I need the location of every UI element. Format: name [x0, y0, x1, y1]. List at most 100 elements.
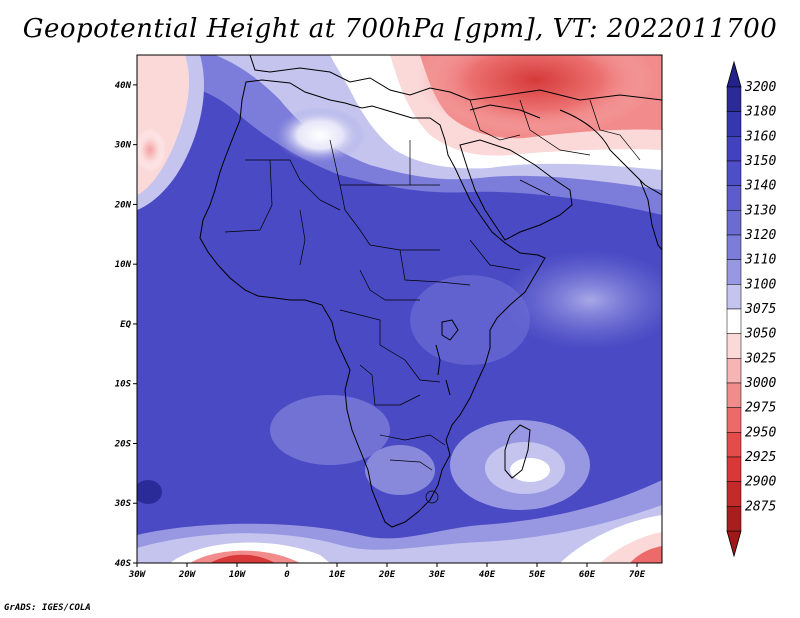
border-5 — [224, 159, 273, 233]
legend-swatch — [726, 136, 742, 162]
legend-swatch — [726, 185, 742, 211]
lon-label: 30E — [428, 570, 446, 580]
border-8 — [399, 249, 471, 286]
plot-frame — [136, 54, 663, 564]
legend-swatch — [726, 407, 742, 433]
border-6 — [299, 209, 306, 266]
legend-bottom-arrow — [726, 530, 742, 558]
height-field — [137, 55, 662, 563]
grads-credit: GrADS: IGES/COLA — [4, 603, 91, 613]
legend-swatch — [726, 259, 742, 285]
legend-swatch — [726, 86, 742, 112]
legend-label: 3130 — [744, 203, 776, 218]
border-13 — [389, 459, 433, 471]
turkey-coast — [469, 104, 541, 119]
legend-swatch — [726, 284, 742, 310]
legend-label: 3160 — [744, 129, 776, 144]
field-southern-africa-light — [365, 445, 435, 495]
legend-label: 3200 — [744, 80, 776, 95]
lon-label: 10E — [329, 570, 346, 580]
legend-swatch — [726, 382, 742, 408]
legend-label: 2925 — [745, 450, 776, 465]
legend-swatch — [726, 234, 742, 260]
legend-swatch — [726, 481, 742, 507]
lat-label: 40N — [115, 81, 132, 91]
lake-tanganyika — [435, 344, 441, 376]
europe-coast — [249, 55, 662, 101]
legend-swatch — [726, 160, 742, 186]
legend-label: 3120 — [744, 228, 776, 243]
field-east-africa — [410, 275, 530, 365]
lon-label: 60E — [579, 570, 596, 580]
border-7 — [344, 209, 440, 251]
field-libya-white — [275, 107, 365, 163]
border-12 — [379, 434, 446, 446]
legend-swatch — [726, 308, 742, 334]
legend-label: 3100 — [744, 277, 776, 292]
lat-label: 10S — [115, 380, 132, 390]
legend-label: 3075 — [744, 302, 776, 317]
field-sw-dark — [137, 480, 162, 504]
field-south-red-core — [210, 554, 275, 563]
lon-label: 20E — [378, 570, 396, 580]
legend-swatch — [726, 432, 742, 458]
legend-swatch — [726, 111, 742, 137]
legend-label: 2975 — [745, 401, 776, 416]
legend-label: 3150 — [744, 154, 776, 169]
lon-label: 70E — [629, 570, 646, 580]
border-17 — [589, 99, 641, 161]
lat-label: 40S — [115, 559, 132, 569]
field-madagascar-white — [510, 458, 550, 482]
border-9 — [359, 269, 420, 301]
arabia-coast — [459, 139, 573, 241]
border-14 — [469, 239, 521, 271]
lon-label: 30W — [128, 570, 147, 580]
lon-label: 40E — [479, 570, 496, 580]
legend-label: 3110 — [744, 253, 776, 268]
legend-swatch — [726, 358, 742, 384]
country-borders — [224, 99, 641, 504]
africa-coast — [199, 79, 546, 528]
legend-label: 3000 — [744, 376, 776, 391]
lat-label: 10N — [115, 260, 132, 270]
color-legend: 3200 3180 3160 3150 3140 3130 3120 3110 3100 3075… — [726, 60, 776, 558]
lake-malawi — [445, 379, 451, 396]
coastlines — [199, 55, 662, 528]
lon-label: 20W — [178, 570, 197, 580]
india-coast — [639, 179, 662, 251]
lon-label: 0 — [284, 570, 290, 580]
border-11 — [359, 364, 421, 406]
border-10 — [339, 309, 441, 383]
field-nw-pink-spot — [137, 128, 166, 172]
legend-label: 3025 — [744, 351, 776, 366]
legend-label: 3050 — [744, 327, 776, 342]
legend-label: 2900 — [745, 475, 776, 490]
iran-coast — [559, 109, 662, 196]
legend-swatch — [726, 456, 742, 482]
border-16 — [519, 99, 591, 156]
field-south-atlantic-light — [270, 395, 390, 465]
field-high-red-core — [415, 55, 655, 135]
legend-top-arrow — [726, 60, 742, 88]
field-southeast-red — [630, 546, 662, 563]
lat-label: 20N — [114, 200, 132, 210]
border-15 — [469, 99, 521, 141]
lat-label: 20S — [114, 439, 132, 449]
lon-label: 10W — [229, 570, 247, 580]
lat-label: 30S — [114, 499, 132, 509]
lon-label: 50E — [529, 570, 546, 580]
madagascar-coast — [504, 424, 531, 479]
map-title: Geopotential Height at 700hPa [gpm], VT:… — [22, 14, 778, 44]
legend-swatch — [726, 210, 742, 236]
lesotho-border — [425, 490, 439, 504]
legend-label: 3180 — [744, 105, 776, 120]
lat-label: 30N — [114, 141, 132, 151]
border-18 — [519, 179, 551, 196]
legend-label: 3140 — [744, 179, 776, 194]
lake-victoria — [441, 319, 459, 341]
legend-swatch — [726, 333, 742, 359]
legend-label: 2950 — [745, 425, 776, 440]
lat-label: EQ — [120, 320, 131, 330]
